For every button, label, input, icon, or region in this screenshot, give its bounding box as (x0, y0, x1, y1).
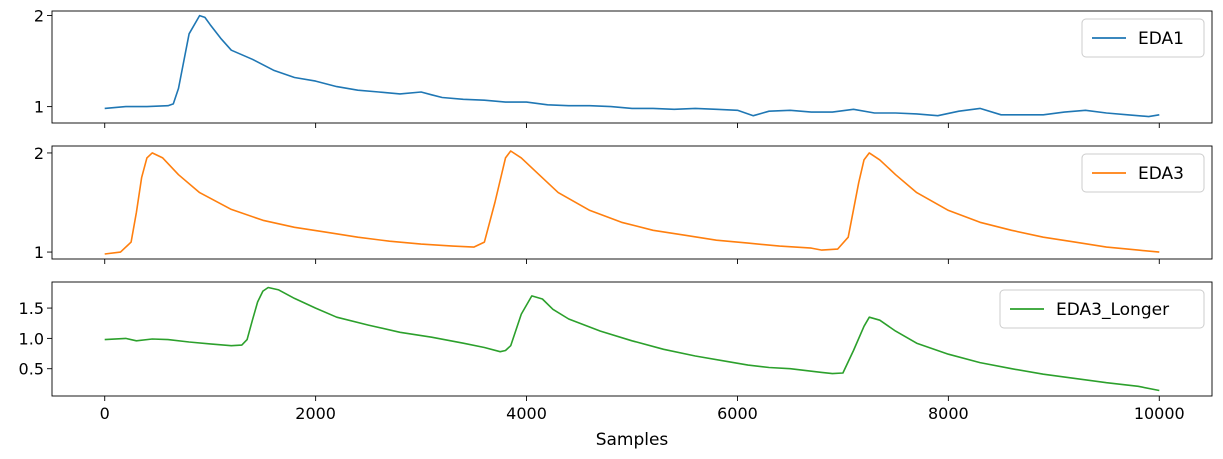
plot-frame (51, 10, 1213, 124)
legend-label: EDA1 (1138, 29, 1184, 49)
panel-1: 1 2 EDA1 (34, 7, 1213, 128)
series-line-eda3 (104, 150, 1160, 255)
y-tick-label: 1 (34, 243, 44, 262)
legend: EDA3_Longer (999, 289, 1205, 329)
y-tick-label: 1.5 (19, 299, 44, 318)
panel-2: 1 2 EDA3 (34, 144, 1213, 264)
x-tick-label: 4000 (506, 404, 547, 423)
x-tick-label: 10000 (1134, 404, 1185, 423)
x-axis-label: Samples (596, 430, 669, 450)
series-line-eda1 (104, 14, 1160, 118)
y-tick-label: 2 (34, 144, 44, 163)
legend-box (999, 289, 1205, 329)
legend-box (1081, 18, 1205, 58)
x-tick-label: 0 (100, 404, 110, 423)
y-tick-label: 0.5 (19, 360, 44, 379)
y-tick-label: 1 (34, 98, 44, 117)
legend-label: EDA3 (1138, 164, 1184, 184)
panel-3: 0.5 1.0 1.5 0 2000 4000 6000 8000 10000 EDA3_Long… (19, 281, 1213, 423)
legend: EDA1 (1081, 18, 1205, 58)
legend-label: EDA3_Longer (1056, 300, 1169, 320)
panels: 1 2 EDA1 1 2 EDA3 0.5 1.0 1.5 0 2000 4000 6000 8000 10… (19, 7, 1213, 423)
series-line-eda3_longer (104, 286, 1160, 392)
x-tick-label: 6000 (717, 404, 758, 423)
y-tick-label: 1.0 (19, 329, 44, 348)
legend-box (1081, 153, 1205, 193)
plot-frame (51, 145, 1213, 260)
legend: EDA3 (1081, 153, 1205, 193)
plot-frame (51, 281, 1213, 397)
y-tick-label: 2 (34, 7, 44, 26)
x-tick-label: 8000 (928, 404, 969, 423)
x-tick-label: 2000 (295, 404, 336, 423)
